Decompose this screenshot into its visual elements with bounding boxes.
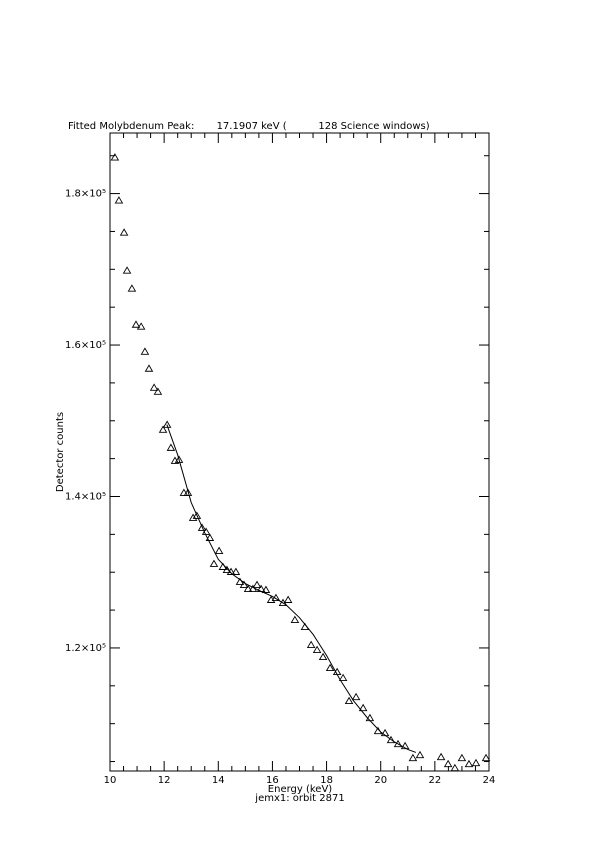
data-point	[144, 364, 154, 372]
chart-title: Fitted Molybdenum Peak: 17.1907 keV ( 12…	[68, 121, 430, 132]
data-point	[162, 420, 172, 428]
data-point	[140, 347, 150, 355]
data-point	[283, 595, 293, 603]
data-point	[153, 387, 163, 395]
data-point	[344, 696, 354, 705]
x-axis-label: Energy (keV)	[268, 784, 333, 795]
data-point	[197, 523, 207, 531]
data-point	[358, 703, 368, 712]
x-tick-label: 24	[483, 775, 496, 786]
data-point	[239, 580, 249, 588]
x-tick-label: 16	[266, 775, 279, 786]
data-point	[351, 692, 361, 701]
subtitle: jemx1: orbit 2871	[254, 793, 344, 804]
data-point	[149, 383, 159, 391]
data-point	[415, 750, 425, 759]
data-point	[318, 652, 328, 661]
x-tick-label: 10	[104, 775, 117, 786]
data-point	[481, 753, 491, 762]
x-tick-label: 12	[158, 775, 171, 786]
data-point	[408, 753, 418, 762]
data-point	[400, 741, 410, 750]
data-point	[338, 673, 348, 682]
data-point	[122, 266, 132, 274]
data-point	[252, 580, 262, 588]
data-point	[114, 196, 124, 204]
fit-line	[166, 424, 417, 753]
data-point	[119, 228, 129, 236]
data-point	[393, 739, 403, 748]
data-point	[174, 455, 184, 463]
x-tick-label: 14	[212, 775, 225, 786]
data-point	[261, 585, 271, 593]
data-point	[464, 759, 474, 768]
data-point	[443, 759, 453, 768]
data-point	[450, 763, 460, 772]
data-point	[436, 752, 446, 761]
data-point	[110, 153, 120, 161]
data-point	[127, 284, 137, 292]
y-tick-label: 1.6×10⁵	[65, 340, 106, 351]
x-tick-label: 18	[320, 775, 333, 786]
data-point	[471, 758, 481, 767]
data-point	[243, 584, 253, 592]
x-tick-label: 20	[374, 775, 387, 786]
data-point	[312, 645, 322, 654]
data-point	[192, 511, 202, 519]
data-point	[209, 559, 219, 567]
x-tick-label: 22	[428, 775, 441, 786]
data-point	[136, 322, 146, 330]
y-axis-label: Detector counts	[55, 412, 66, 492]
data-point	[205, 533, 215, 541]
data-point	[231, 567, 241, 575]
data-point	[179, 488, 189, 496]
data-point	[183, 488, 193, 496]
y-tick-label: 1.8×10⁵	[65, 189, 106, 200]
data-point	[166, 443, 176, 451]
data-point	[222, 565, 232, 573]
data-point	[306, 640, 316, 649]
data-point	[325, 663, 335, 672]
data-point	[188, 513, 198, 521]
data-point	[386, 735, 396, 744]
y-tick-label: 1.4×10⁵	[65, 491, 106, 502]
data-point	[214, 546, 224, 554]
y-tick-label: 1.2×10⁵	[65, 643, 106, 654]
data-point	[158, 425, 168, 433]
data-point	[131, 320, 141, 328]
data-point	[457, 753, 467, 762]
data-point	[290, 615, 300, 624]
